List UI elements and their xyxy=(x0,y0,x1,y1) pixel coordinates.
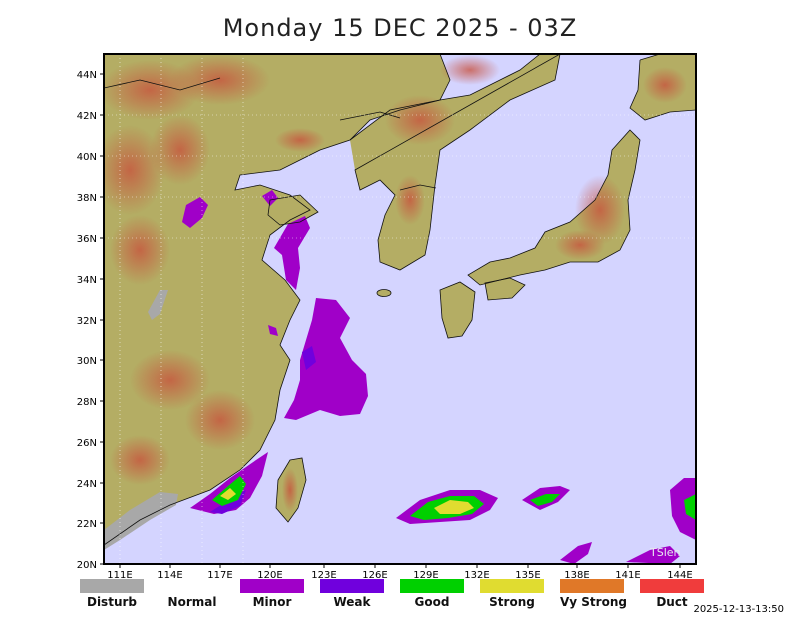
legend-label: Weak xyxy=(333,595,371,609)
legend-item: Minor xyxy=(240,579,304,609)
lon-label: 126E xyxy=(362,570,387,581)
lat-label: 38N xyxy=(77,193,97,204)
lat-label: 26N xyxy=(77,438,97,449)
lat-label: 36N xyxy=(77,234,97,245)
legend-label: Duct xyxy=(656,595,688,609)
legend-label: Vy Strong xyxy=(560,595,627,609)
latitude-axis: 44N 42N 40N 38N 36N 34N 32N 30N 28N 26N … xyxy=(77,70,104,571)
lat-label: 44N xyxy=(77,70,97,81)
legend-swatch xyxy=(560,579,624,593)
watermark: TSlen xyxy=(650,546,681,559)
lon-label: 114E xyxy=(157,570,182,581)
legend-label: Disturb xyxy=(86,595,137,609)
legend-swatch xyxy=(480,579,544,593)
lat-label: 32N xyxy=(77,316,97,327)
legend-label: Good xyxy=(414,595,450,609)
lon-label: 129E xyxy=(413,570,438,581)
lon-label: 117E xyxy=(207,570,232,581)
land-kyushu xyxy=(440,282,475,338)
longitude-axis: 111E 114E 117E 120E 123E 126E 129E 132E … xyxy=(107,564,693,581)
lon-label: 138E xyxy=(564,570,589,581)
legend-label: Strong xyxy=(489,595,535,609)
legend-swatch xyxy=(240,579,304,593)
lon-label: 144E xyxy=(667,570,692,581)
zone-strong xyxy=(220,488,474,514)
lon-label: 123E xyxy=(311,570,336,581)
legend-swatch xyxy=(320,579,384,593)
lon-label: 120E xyxy=(257,570,282,581)
legend-item: Strong xyxy=(480,579,544,609)
legend: Disturb Normal Minor Weak Good Strong Vy Stron… xyxy=(80,579,710,615)
lat-label: 34N xyxy=(77,275,97,286)
lon-label: 135E xyxy=(515,570,540,581)
zone-minor xyxy=(182,190,696,564)
legend-swatch xyxy=(160,579,224,593)
lat-label: 24N xyxy=(77,479,97,490)
legend-item: Weak xyxy=(320,579,384,609)
map-title: Monday 15 DEC 2025 - 03Z xyxy=(222,14,578,42)
legend-label: Normal xyxy=(167,595,217,609)
lon-label: 141E xyxy=(615,570,640,581)
legend-swatch xyxy=(400,579,464,593)
map-frame xyxy=(103,53,697,565)
legend-item: Good xyxy=(400,579,464,609)
graticule xyxy=(104,54,696,564)
legend-label: Minor xyxy=(252,595,292,609)
legend-item: Vy Strong xyxy=(560,579,627,609)
lat-label: 30N xyxy=(77,356,97,367)
lon-label: 132E xyxy=(464,570,489,581)
legend-item: Duct xyxy=(640,579,704,609)
generated-timestamp: 2025-12-13-13:50 xyxy=(693,604,784,615)
lat-label: 42N xyxy=(77,111,97,122)
legend-item: Disturb xyxy=(80,579,144,609)
land-jeju xyxy=(377,289,391,297)
legend-swatch xyxy=(640,579,704,593)
lat-label: 28N xyxy=(77,397,97,408)
lat-label: 22N xyxy=(77,519,97,530)
lon-label: 111E xyxy=(107,570,132,581)
legend-swatch xyxy=(80,579,144,593)
zone-disturb xyxy=(104,290,178,550)
lat-label: 40N xyxy=(77,152,97,163)
lat-label: 20N xyxy=(77,560,97,571)
legend-item: Normal xyxy=(160,579,224,609)
